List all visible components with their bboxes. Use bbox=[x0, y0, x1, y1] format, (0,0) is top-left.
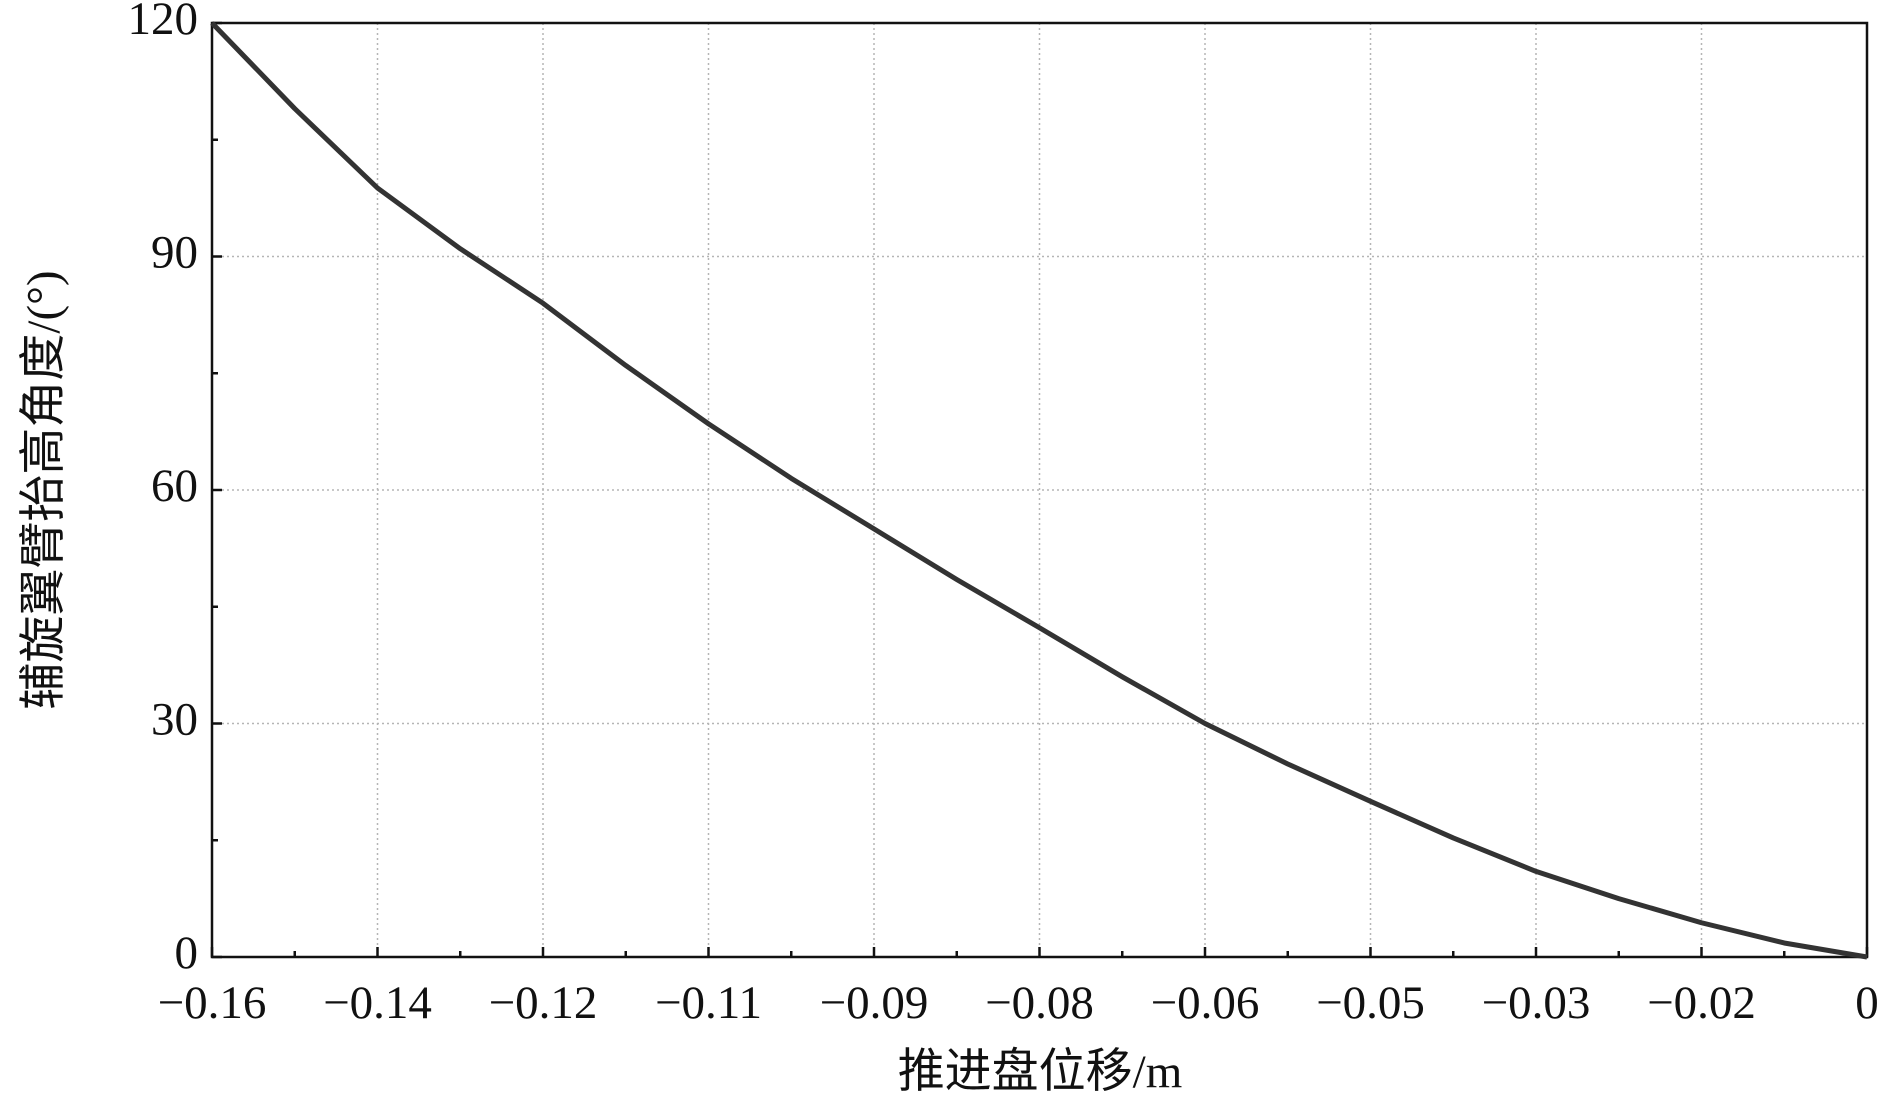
plot-frame bbox=[210, 21, 1869, 959]
x-tick-label: −0.16 bbox=[158, 977, 267, 1029]
y-tick-label: 120 bbox=[128, 0, 199, 45]
x-tick-label: −0.03 bbox=[1482, 977, 1591, 1029]
x-tick-label: −0.11 bbox=[655, 977, 762, 1029]
x-tick-label: −0.14 bbox=[323, 977, 432, 1029]
x-tick-label: −0.02 bbox=[1647, 977, 1756, 1029]
y-tick-label: 60 bbox=[151, 460, 198, 512]
y-tick-label: 30 bbox=[151, 693, 198, 745]
x-tick-label: −0.06 bbox=[1151, 977, 1260, 1029]
x-tick-label: −0.12 bbox=[489, 977, 598, 1029]
data-line bbox=[210, 21, 1868, 960]
x-tick-label: 0 bbox=[1855, 977, 1879, 1029]
x-tick-label: −0.09 bbox=[820, 977, 929, 1029]
x-tick-label: −0.08 bbox=[985, 977, 1094, 1029]
x-axis-title: 推进盘位移/m bbox=[898, 1046, 1183, 1098]
y-tick-label: 0 bbox=[175, 927, 199, 979]
y-tick-label: 90 bbox=[151, 226, 198, 278]
x-tick-label: −0.05 bbox=[1316, 977, 1425, 1029]
y-axis-title: 辅旋翼臂抬高角度/(°) bbox=[18, 270, 70, 709]
